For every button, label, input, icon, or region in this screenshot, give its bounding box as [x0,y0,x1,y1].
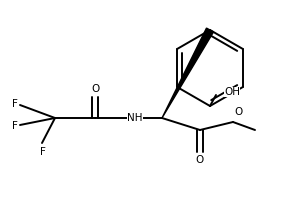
Text: F: F [12,99,18,109]
Text: O: O [234,107,242,117]
Text: F: F [40,147,46,157]
Text: F: F [12,121,18,131]
Polygon shape [162,28,214,118]
Text: O: O [91,84,99,94]
Text: O: O [196,155,204,165]
Text: NH: NH [127,113,143,123]
Text: OH: OH [224,87,240,97]
